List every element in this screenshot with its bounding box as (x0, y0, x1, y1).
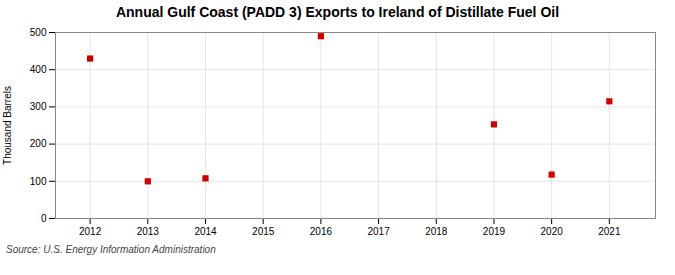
svg-text:2018: 2018 (425, 226, 448, 237)
svg-text:2019: 2019 (483, 226, 506, 237)
svg-text:2016: 2016 (310, 226, 333, 237)
svg-text:100: 100 (30, 176, 47, 187)
svg-text:0: 0 (41, 213, 47, 224)
html-text:Annual Gulf Coast (PADD 3) Exp: Annual Gulf Coast (PADD 3) Exports to Ir… (115, 4, 560, 20)
svg-text:2014: 2014 (194, 226, 217, 237)
svg-text:2013: 2013 (137, 226, 160, 237)
svg-text:500: 500 (30, 27, 47, 38)
svg-text:400: 400 (30, 64, 47, 75)
svg-text:300: 300 (30, 101, 47, 112)
svg-text:2015: 2015 (252, 226, 275, 237)
svg-text:2020: 2020 (541, 226, 564, 237)
svg-text:2012: 2012 (79, 226, 102, 237)
svg-text:200: 200 (30, 138, 47, 149)
html-text:Source: U.S. Energy Informatio: Source: U.S. Energy Information Administ… (6, 244, 216, 255)
svg-text:Thousand Barrels: Thousand Barrels (2, 86, 13, 165)
svg-text:2021: 2021 (598, 226, 621, 237)
svg-text:2017: 2017 (367, 226, 390, 237)
